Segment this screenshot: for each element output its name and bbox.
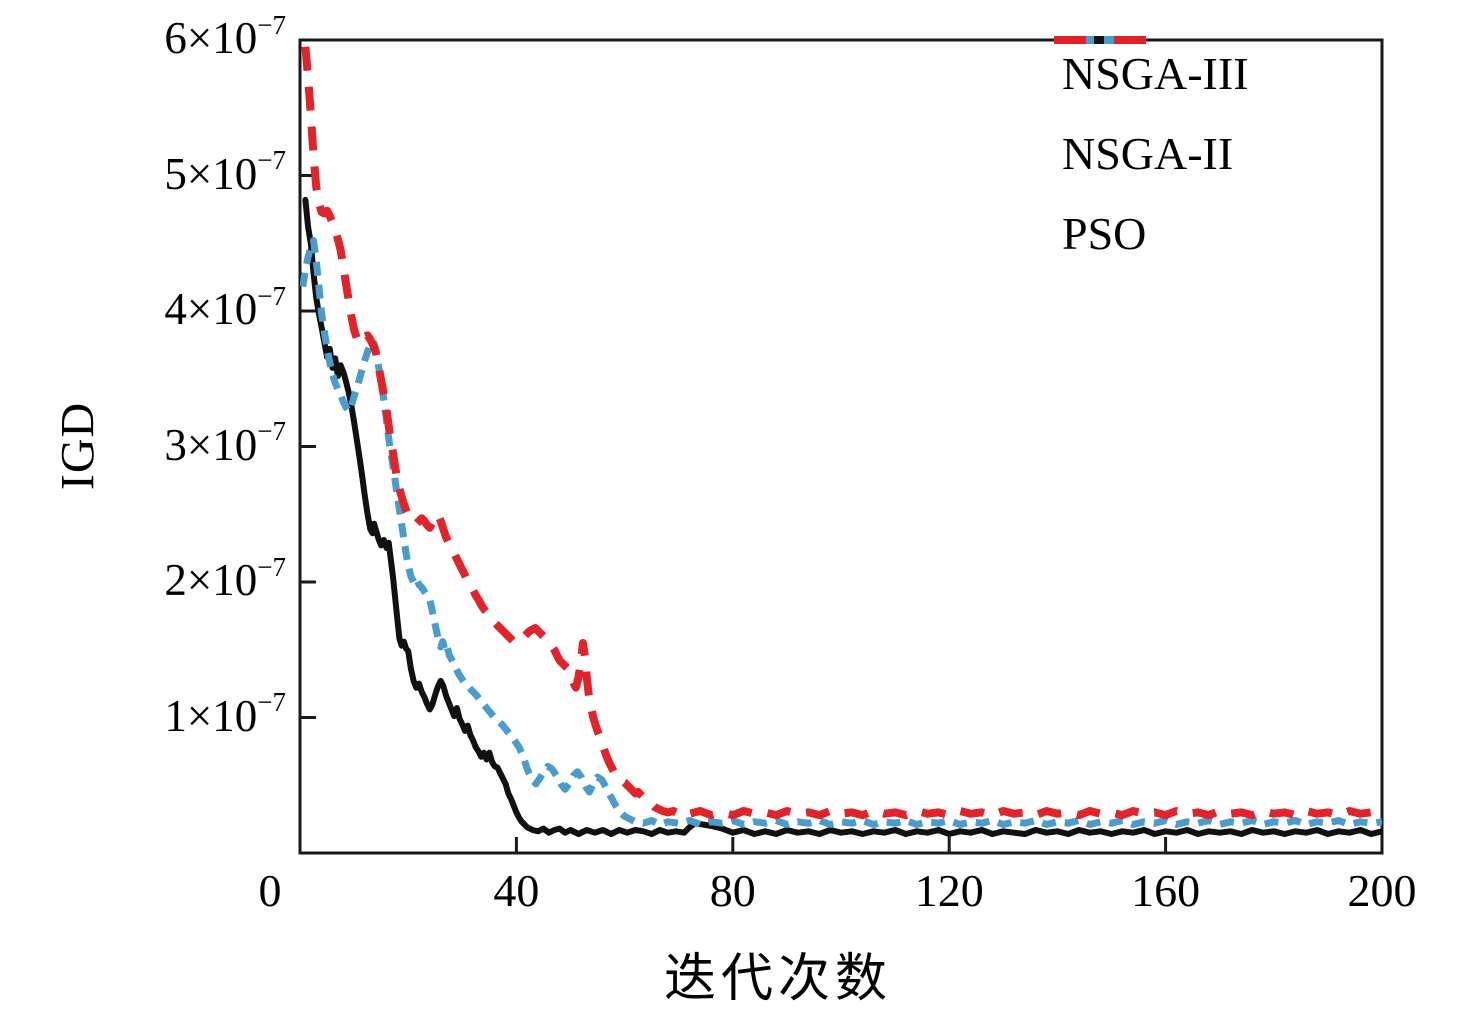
- y-tick-label: 1×10−7: [164, 687, 286, 741]
- y-tick-label: 6×10−7: [164, 9, 286, 63]
- series-line-pso: [301, 46, 1382, 820]
- x-tick-label: 40: [493, 865, 540, 916]
- legend-item-pso: PSO: [1052, 36, 1249, 273]
- x-tick-label: 0: [258, 865, 282, 916]
- y-axis-title: IGD: [51, 401, 105, 491]
- axes-border: [298, 38, 1384, 855]
- x-tick-label: 120: [914, 865, 984, 916]
- legend-label-nsga-iii: NSGA-III: [1062, 47, 1249, 99]
- series-line-nsga-ii: [300, 237, 1382, 828]
- legend-label-pso: PSO: [1062, 207, 1147, 259]
- y-tick-label: 5×10−7: [164, 145, 286, 199]
- y-tick-label: 3×10−7: [164, 416, 286, 470]
- legend-item-nsga-iii: NSGA-III: [1052, 33, 1249, 113]
- x-tick-label: 80: [709, 865, 756, 916]
- x-tick-label: 160: [1131, 865, 1201, 916]
- x-tick-label: 200: [1347, 865, 1417, 916]
- y-tick-label: 4×10−7: [164, 280, 286, 334]
- legend-label-nsga-ii: NSGA-II: [1062, 127, 1234, 179]
- x-axis-title: 迭代次数: [663, 951, 893, 1008]
- y-tick-label: 2×10−7: [164, 551, 286, 605]
- legend: NSGA-III NSGA-II PSO: [1052, 33, 1249, 273]
- pso-line-swatch: [1054, 36, 1146, 44]
- legend-item-nsga-ii: NSGA-II: [1052, 36, 1249, 193]
- series-line-nsga-iii: [302, 196, 1382, 837]
